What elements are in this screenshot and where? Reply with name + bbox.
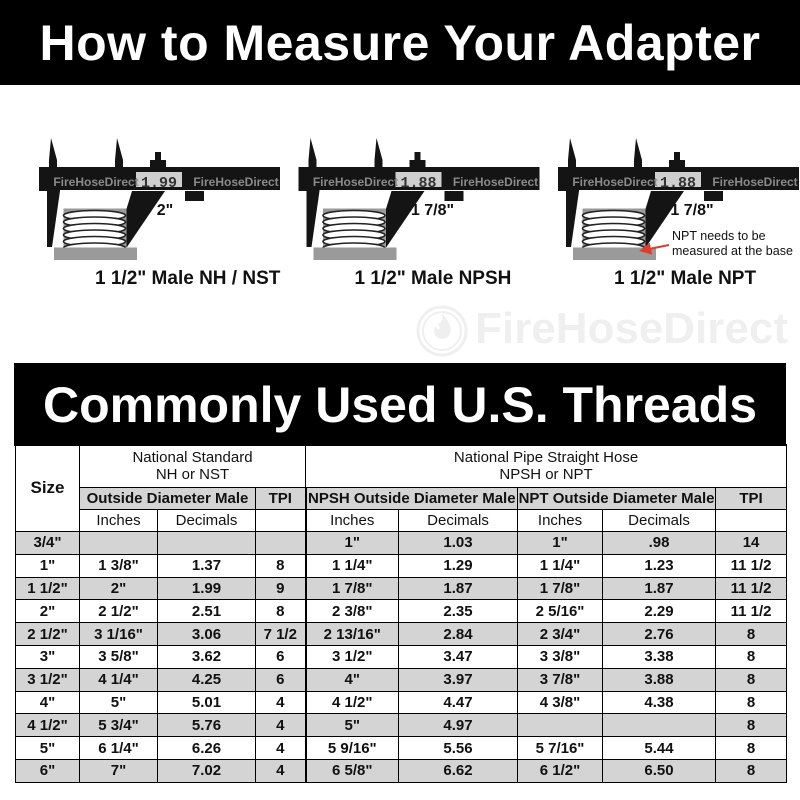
svg-text:1.88: 1.88 (660, 175, 696, 192)
svg-text:1 7/8": 1 7/8" (411, 202, 454, 219)
svg-text:1.88: 1.88 (400, 175, 436, 192)
svg-text:1.99: 1.99 (141, 175, 177, 192)
svg-text:measured at the base: measured at the base (672, 244, 793, 258)
svg-text:1 7/8": 1 7/8" (670, 202, 713, 219)
svg-text:1 1/2" Male NPSH: 1 1/2" Male NPSH (355, 268, 512, 289)
svg-text:FireHoseDirect: FireHoseDirect (475, 304, 788, 353)
svg-text:NPT needs to be: NPT needs to be (672, 229, 766, 243)
svg-text:Commonly Used U.S. Threads: Commonly Used U.S. Threads (43, 377, 757, 433)
svg-text:2": 2" (157, 202, 173, 219)
svg-text:1 1/2" Male NH / NST: 1 1/2" Male NH / NST (95, 268, 281, 289)
svg-text:1 1/2" Male NPT: 1 1/2" Male NPT (614, 268, 756, 289)
